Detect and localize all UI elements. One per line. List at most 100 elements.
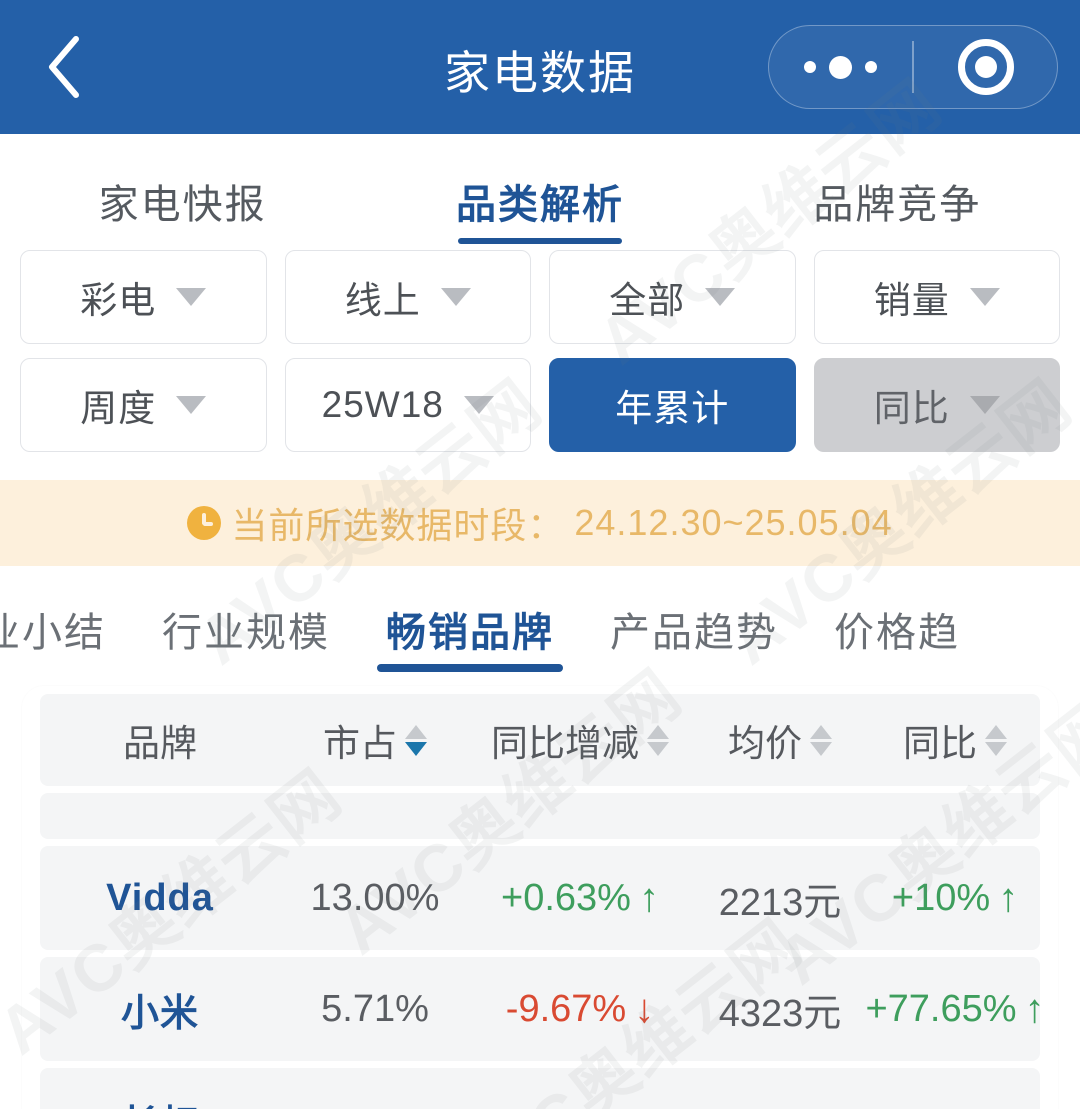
app-header: 家电数据 xyxy=(0,0,1080,134)
tab-label: 品类解析 xyxy=(455,183,624,227)
column-label: 均价 xyxy=(728,723,802,764)
cell-brand: 长虹 xyxy=(40,1093,280,1109)
brand-table-card-wrap: 品牌 市占 同比增减 均价 xyxy=(0,674,1080,1109)
clock-icon xyxy=(187,506,222,540)
brand-table-card: 品牌 市占 同比增减 均价 xyxy=(22,686,1058,1109)
brand-name: 长虹 xyxy=(121,1093,199,1109)
subtab-price-trend[interactable]: 价格趋 xyxy=(806,566,988,674)
table-spacer-row xyxy=(40,793,1040,839)
cell-share-yoy: +0.63% ↑ xyxy=(470,877,690,920)
filter-channel[interactable]: 线上 xyxy=(284,250,531,344)
chevron-left-icon xyxy=(44,34,84,100)
column-header-price-yoy[interactable]: 同比 xyxy=(870,713,1040,767)
chevron-down-icon xyxy=(463,396,494,414)
filter-metric[interactable]: 销量 xyxy=(813,250,1060,344)
price-yoy-value: +10% xyxy=(891,876,991,919)
target-circle-icon[interactable] xyxy=(914,39,1057,95)
date-range-notice: 当前所选数据时段： 24.12.30~25.05.04 xyxy=(0,480,1080,566)
column-header-avg-price[interactable]: 均价 xyxy=(690,713,870,767)
notice-label: 当前所选数据时段： xyxy=(231,505,565,546)
subtab-label: 产品趋势 xyxy=(610,611,778,655)
filter-value: 年累计 xyxy=(615,388,730,429)
cell-brand: Vidda xyxy=(40,877,280,920)
filter-value: 彩电 xyxy=(80,280,157,321)
primary-tabbar: 家电快报 品类解析 品牌竞争 xyxy=(0,134,1080,244)
share-value: 13.00% xyxy=(310,876,440,919)
chevron-down-icon xyxy=(176,288,207,306)
wechat-capsule xyxy=(768,25,1058,109)
filter-row-2: 周度 25W18 年累计 同比 xyxy=(20,358,1060,452)
filter-scope[interactable]: 全部 xyxy=(549,250,796,344)
column-label: 市占 xyxy=(323,723,397,764)
filter-panel: 彩电 线上 全部 销量 周度 25W18 xyxy=(0,244,1080,480)
share-yoy-value: -9.67% xyxy=(505,987,627,1030)
filter-row-1: 彩电 线上 全部 销量 xyxy=(20,250,1060,344)
filter-comparison[interactable]: 同比 xyxy=(813,358,1060,452)
arrow-up-icon: ↑ xyxy=(638,876,659,920)
column-header-brand: 品牌 xyxy=(40,713,280,767)
table-row[interactable]: Vidda 13.00% +0.63% ↑ 2213元 +10% ↑ xyxy=(40,846,1040,950)
chevron-down-icon xyxy=(969,396,1000,414)
chevron-down-icon xyxy=(176,396,207,414)
sort-toggle-icon[interactable] xyxy=(405,724,427,756)
notice-date-range: 24.12.30~25.05.04 xyxy=(574,502,893,543)
chevron-down-icon xyxy=(705,288,736,306)
filter-category[interactable]: 彩电 xyxy=(20,250,267,344)
share-value: 5.71% xyxy=(321,987,429,1030)
cell-share: 5.71% xyxy=(280,988,470,1031)
filter-ytd-button[interactable]: 年累计 xyxy=(549,358,796,452)
sort-toggle-icon[interactable] xyxy=(985,724,1007,756)
subtab-label: 业小结 xyxy=(0,611,106,655)
filter-week[interactable]: 25W18 xyxy=(284,358,531,452)
brand-name: Vidda xyxy=(106,876,214,919)
capsule-divider xyxy=(912,41,914,93)
sort-toggle-icon[interactable] xyxy=(810,724,832,756)
cell-price-yoy: +77.65% ↑ xyxy=(865,988,1044,1031)
price-yoy-value: +77.65% xyxy=(865,987,1017,1030)
table-header-row: 品牌 市占 同比增减 均价 xyxy=(40,694,1040,786)
filter-value: 销量 xyxy=(873,280,950,321)
cell-avg-price: 4323元 xyxy=(690,982,870,1037)
cell-brand: 小米 xyxy=(40,982,280,1037)
cell-avg-price: 2213元 xyxy=(690,871,870,926)
sort-toggle-icon[interactable] xyxy=(647,724,669,756)
chevron-down-icon xyxy=(969,288,1000,306)
tab-pinleijiexi[interactable]: 品类解析 xyxy=(361,172,718,244)
filter-value: 周度 xyxy=(80,388,157,429)
chevron-down-icon xyxy=(440,288,471,306)
back-button[interactable] xyxy=(34,34,94,100)
cell-share: 13.00% xyxy=(280,877,470,920)
table-row[interactable]: 长虹 xyxy=(40,1068,1040,1109)
more-dots-icon[interactable] xyxy=(769,55,912,79)
filter-period-type[interactable]: 周度 xyxy=(20,358,267,452)
filter-value: 同比 xyxy=(873,388,950,429)
column-header-share-yoy[interactable]: 同比增减 xyxy=(470,713,690,767)
arrow-up-icon: ↑ xyxy=(998,876,1019,920)
subtab-bestselling-brands[interactable]: 畅销品牌 xyxy=(358,566,582,674)
tab-jiadiankuaibao[interactable]: 家电快报 xyxy=(4,172,361,244)
cell-share-yoy: -9.67% ↓ xyxy=(470,988,690,1031)
column-header-share[interactable]: 市占 xyxy=(280,713,470,767)
subtab-industry-scale[interactable]: 行业规模 xyxy=(134,566,358,674)
brand-name: 小米 xyxy=(120,992,199,1035)
tab-label: 品牌竞争 xyxy=(813,183,982,227)
subtab-industry-summary[interactable]: 业小结 xyxy=(0,566,134,674)
share-yoy-value: +0.63% xyxy=(501,876,631,919)
column-label: 品牌 xyxy=(123,723,197,764)
table-row[interactable]: 小米 5.71% -9.67% ↓ 4323元 +77.65% ↑ xyxy=(40,957,1045,1061)
subtab-product-trend[interactable]: 产品趋势 xyxy=(582,566,806,674)
filter-value: 线上 xyxy=(344,280,421,321)
filter-value: 25W18 xyxy=(321,384,444,425)
tab-pinpaijingzheng[interactable]: 品牌竞争 xyxy=(719,172,1076,244)
arrow-up-icon: ↑ xyxy=(1024,987,1045,1031)
avg-price-value: 2213元 xyxy=(718,881,842,924)
filter-value: 全部 xyxy=(609,280,686,321)
arrow-down-icon: ↓ xyxy=(634,987,655,1031)
subtab-label: 行业规模 xyxy=(162,611,330,655)
secondary-tabbar[interactable]: 业小结 行业规模 畅销品牌 产品趋势 价格趋 xyxy=(0,566,1080,674)
subtab-label: 畅销品牌 xyxy=(386,611,554,655)
avg-price-value: 4323元 xyxy=(718,992,842,1035)
page-title: 家电数据 xyxy=(444,47,636,99)
column-label: 同比 xyxy=(903,723,977,764)
